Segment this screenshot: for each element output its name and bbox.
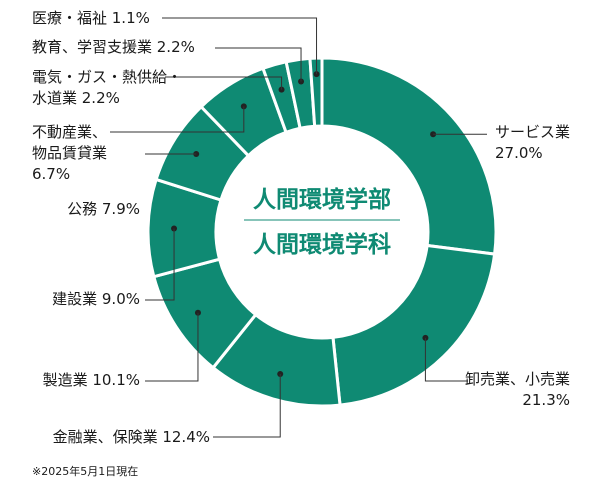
slice-5-label-line-1: 建設業 9.0%	[52, 290, 140, 308]
leaders-group	[110, 17, 487, 438]
slice-2-label-line-2: 21.3%	[522, 391, 570, 409]
slice-7-label-line-2: 物品賃貸業	[32, 144, 107, 162]
slice-2-leader-line	[424, 337, 468, 382]
slice-7-label-line-1: 不動産業、	[32, 123, 107, 141]
slice-5-label: 建設業 9.0%	[52, 290, 140, 308]
slice-4-leader-line	[145, 312, 199, 382]
slice-9-label: 教育、学習支援業 2.2%	[32, 38, 195, 56]
slice-8-leader-line	[165, 76, 283, 90]
footnote: ※2025年5月1日現在	[32, 464, 138, 478]
labels-group: サービス業 27.0% 卸売業、小売業 21.3% 金融業、保険業 12.4% 製造業 1…	[32, 9, 570, 446]
slice-10-leader-line	[162, 17, 318, 75]
slice-2-label-line-1: 卸売業、小売業	[465, 370, 570, 388]
slice-5-leader-line	[145, 228, 175, 301]
slice-3-label: 金融業、保険業 12.4%	[53, 428, 210, 446]
slice-8-label-line-2: 水道業 2.2%	[32, 89, 120, 107]
slice-2-label: 卸売業、小売業 21.3%	[465, 370, 570, 409]
slice-4-label: 製造業 10.1%	[43, 371, 140, 389]
center-title-top: 人間環境学部	[253, 186, 391, 213]
slice-3-label-line-1: 金融業、保険業 12.4%	[53, 428, 210, 446]
slice-9-label-line-1: 教育、学習支援業 2.2%	[32, 38, 195, 56]
center-title-bottom: 人間環境学科	[253, 231, 391, 258]
slice-1-label-line-1: サービス業	[495, 123, 570, 141]
slice-2	[331, 243, 497, 407]
slice-10-label-line-1: 医療・福祉 1.1%	[32, 9, 150, 27]
slice-8-label: 電気・ガス・熱供給・水道業 2.2%	[32, 68, 182, 107]
slice-7-label-line-3: 6.7%	[32, 165, 70, 183]
slice-8-label-line-1: 電気・ガス・熱供給・	[32, 68, 182, 86]
slice-7-label: 不動産業、物品賃貸業 6.7%	[32, 123, 107, 183]
slice-3-leader-line	[213, 373, 281, 438]
slice-7-leader-line	[110, 106, 245, 133]
slice-1-label-line-2: 27.0%	[495, 144, 543, 162]
slice-6-label-line-1: 公務 7.9%	[67, 200, 140, 218]
slice-10-label: 医療・福祉 1.1%	[32, 9, 150, 27]
slice-9-leader-line	[215, 47, 302, 82]
slice-6-label: 公務 7.9%	[67, 200, 140, 218]
slice-1	[320, 56, 498, 256]
slice-1-label: サービス業 27.0%	[495, 123, 570, 162]
slice-4-label-line-1: 製造業 10.1%	[43, 371, 140, 389]
